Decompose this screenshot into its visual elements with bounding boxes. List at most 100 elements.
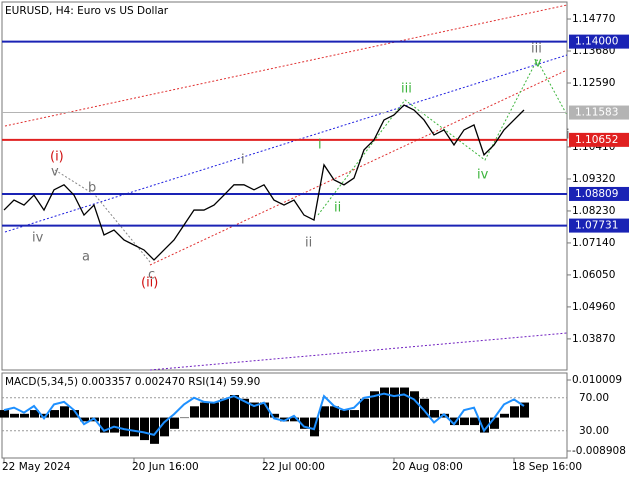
x-tick-label: 20 Jun 16:00 <box>132 461 199 473</box>
macd-bar <box>130 417 139 437</box>
macd-bar <box>330 406 339 418</box>
y-tick-label: 1.12590 <box>572 77 615 89</box>
macd-bar <box>160 417 169 437</box>
wave-label: (i) <box>50 150 64 165</box>
wave-label: b <box>88 181 96 196</box>
macd-bar <box>170 417 179 429</box>
macd-bar <box>390 387 399 418</box>
x-tick-label: 20 Aug 08:00 <box>392 461 463 473</box>
macd-bar <box>230 395 239 418</box>
macd-bar <box>270 413 279 418</box>
macd-bar <box>60 406 69 418</box>
y-tick-label: 1.03870 <box>572 333 615 345</box>
macd-bar <box>470 417 479 426</box>
wave-label: a <box>82 250 90 265</box>
macd-bar <box>280 417 289 422</box>
macd-bar <box>380 387 389 418</box>
macd-bar <box>50 410 59 418</box>
wave-label: c <box>148 268 155 283</box>
rsi-line <box>3 392 525 437</box>
y2-tick-label: 30.00 <box>579 425 609 437</box>
macd-bar <box>80 417 89 422</box>
macd-bar <box>40 413 49 418</box>
macd-bar <box>0 410 9 418</box>
y-tick-label: 1.06050 <box>572 269 615 281</box>
y-tick-label: 1.07140 <box>572 237 615 249</box>
x-tick-label: 22 May 2024 <box>2 461 71 473</box>
y-tick-label: 1.04960 <box>572 301 615 313</box>
macd-bar <box>510 406 519 418</box>
macd-bar <box>500 413 509 418</box>
macd-bar <box>150 417 159 444</box>
level-label: 1.08809 <box>575 188 618 200</box>
price-line <box>3 104 525 261</box>
wave-label: i <box>318 138 322 153</box>
macd-bar <box>260 402 269 418</box>
macd-bar <box>10 413 19 418</box>
macd-bar <box>490 417 499 429</box>
wave-label: i <box>566 128 570 143</box>
macd-bar <box>30 410 39 418</box>
x-tick-label: 18 Sep 16:00 <box>512 461 582 473</box>
y-tick-label: -0.008908 <box>572 445 626 457</box>
macd-bar <box>210 402 219 418</box>
macd-bar <box>320 406 329 418</box>
wave-label: iii <box>531 42 542 57</box>
y-tick-label: 0.010009 <box>572 374 622 386</box>
wave-label: iv <box>32 231 44 246</box>
macd-bar <box>190 406 199 418</box>
macd-bar <box>110 417 119 433</box>
macd-bar <box>450 417 459 426</box>
wave-line <box>54 169 151 263</box>
wave-label: iii <box>401 82 412 97</box>
x-tick-label: 22 Jul 00:00 <box>262 461 325 473</box>
chart-title: EURUSD, H4: Euro vs US Dollar <box>5 5 169 17</box>
level-label: 1.11583 <box>575 107 618 119</box>
indicator-title: MACD(5,34,5) 0.003357 0.002470 RSI(14) 5… <box>5 376 260 388</box>
macd-bar <box>240 398 249 418</box>
y-tick-label: 1.14770 <box>572 13 615 25</box>
level-label-box <box>569 218 629 233</box>
level-label-box <box>569 34 629 49</box>
macd-bar <box>200 402 209 418</box>
macd-bar <box>460 417 469 426</box>
macd-bar <box>400 387 409 418</box>
macd-bar <box>370 391 379 418</box>
macd-bar <box>120 417 129 437</box>
macd-bar <box>410 391 419 418</box>
macd-bar <box>360 398 369 418</box>
macd-bar <box>420 398 429 418</box>
wave-line <box>317 58 568 216</box>
macd-bar <box>290 417 299 422</box>
macd-bar <box>140 417 149 441</box>
y-tick-label: 1.08230 <box>572 205 615 217</box>
macd-bar <box>480 417 489 433</box>
wave-label: ii <box>305 236 312 251</box>
level-label-box <box>569 132 629 147</box>
level-label: 1.10652 <box>575 134 618 146</box>
macd-bar <box>520 402 529 418</box>
y2-tick-label: 70.00 <box>579 392 609 404</box>
wave-label: (ii) <box>141 276 158 291</box>
level-label: 1.07731 <box>575 220 618 232</box>
wave-label: v <box>534 56 542 71</box>
level-label-box <box>569 105 629 120</box>
macd-bar <box>430 410 439 418</box>
channel-line <box>149 332 568 371</box>
macd-bar <box>20 413 29 418</box>
level-label-box <box>569 186 629 201</box>
macd-bar <box>180 417 189 419</box>
macd-bar <box>100 417 109 433</box>
y-tick-label: 1.09320 <box>572 173 615 185</box>
macd-bar <box>250 402 259 418</box>
wave-label: ii <box>334 201 341 216</box>
macd-bar <box>220 398 229 418</box>
macd-bar <box>70 410 79 418</box>
level-label: 1.14000 <box>575 36 618 48</box>
price-panel <box>1 1 568 371</box>
wave-label: iv <box>477 168 489 183</box>
macd-bar <box>300 417 309 429</box>
macd-bar <box>340 410 349 418</box>
